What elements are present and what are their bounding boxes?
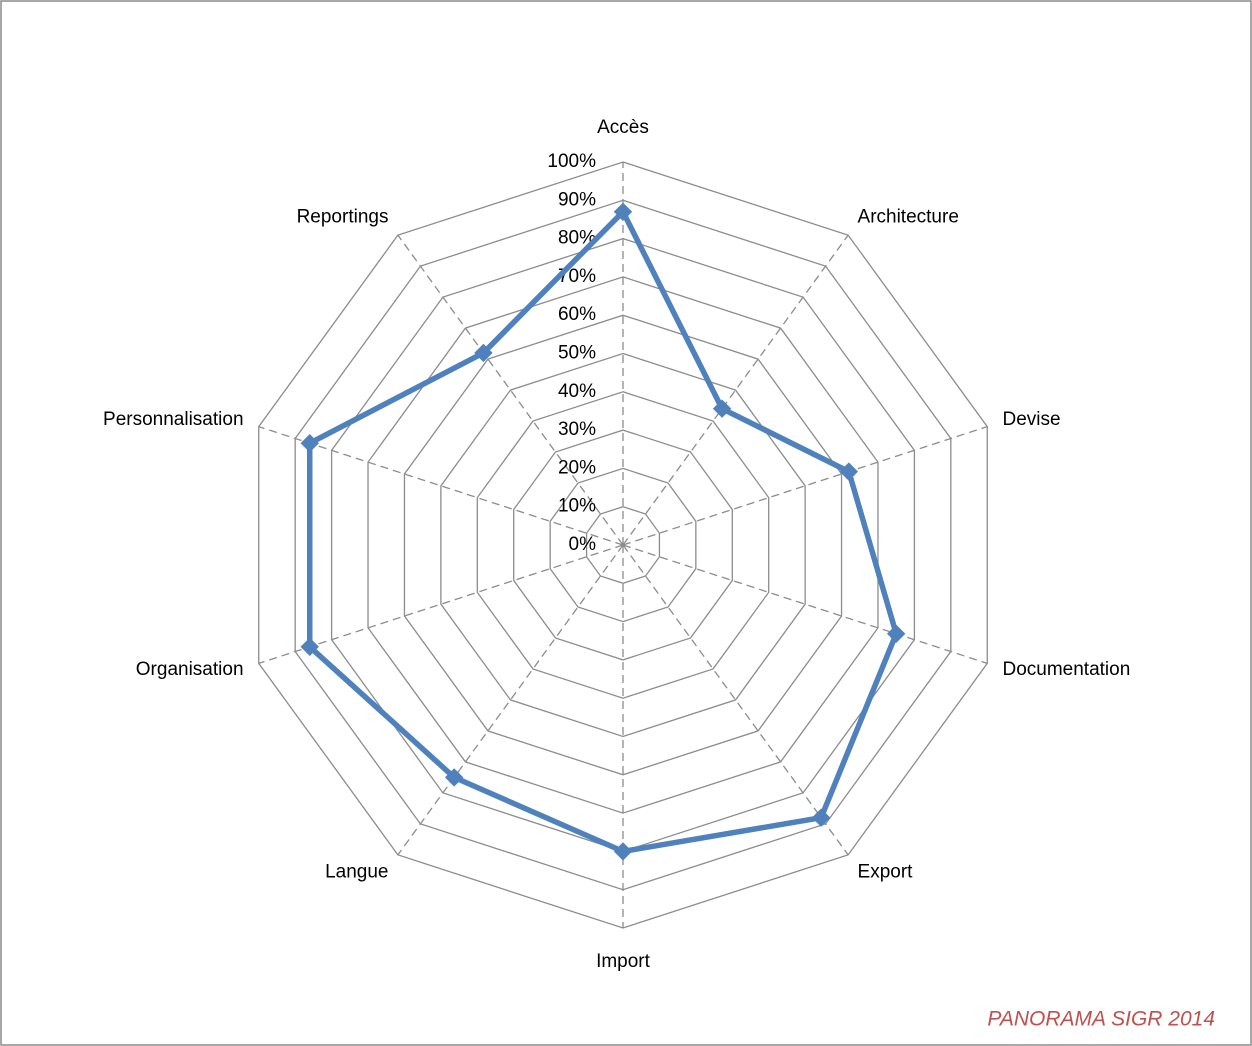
category-label: Import [596,951,651,972]
category-label: Documentation [1002,659,1130,680]
data-marker [712,399,732,418]
y-tick-label: 60% [558,304,596,325]
axis-spoke [622,544,988,664]
y-tick-label: 30% [558,419,596,440]
category-label: Devise [1002,409,1060,430]
y-tick-label: 80% [558,228,596,249]
category-label: Accès [597,117,649,138]
data-marker [613,202,633,221]
category-label: Export [858,862,914,883]
data-marker [613,842,633,861]
y-tick-label: 100% [547,151,596,172]
axis-spoke [622,234,849,546]
data-marker [811,808,831,827]
data-marker [886,624,906,643]
y-tick-label: 90% [558,189,596,210]
y-tick-label: 50% [558,343,596,364]
y-tick-label: 0% [569,534,597,555]
axis-spoke [622,426,988,546]
grid-ring [476,391,770,699]
category-label: Organisation [136,659,244,680]
annotation: PANORAMA SIGR 2014 [987,1008,1215,1031]
category-label: Reportings [297,206,389,227]
grid-ring [513,429,733,661]
data-marker [300,434,319,453]
data-marker [444,768,464,787]
category-label: Langue [325,862,388,883]
axis-spoke [397,234,624,546]
category-label: Personnalisation [103,409,243,430]
grid-ring [367,276,879,814]
data-marker [474,343,493,363]
data-marker [839,462,859,481]
axis-spoke [397,544,624,856]
axis-spoke [622,544,849,856]
axis-spoke [258,426,624,546]
category-label: Architecture [858,206,959,227]
grid-ring [403,314,843,776]
grid-ring [549,467,697,623]
grid-ring [440,352,806,738]
y-tick-label: 40% [558,381,596,402]
data-marker [300,637,319,656]
y-tick-label: 10% [558,496,596,517]
grid-ring [585,506,661,584]
y-tick-label: 20% [558,457,596,478]
axis-spoke [258,544,624,664]
